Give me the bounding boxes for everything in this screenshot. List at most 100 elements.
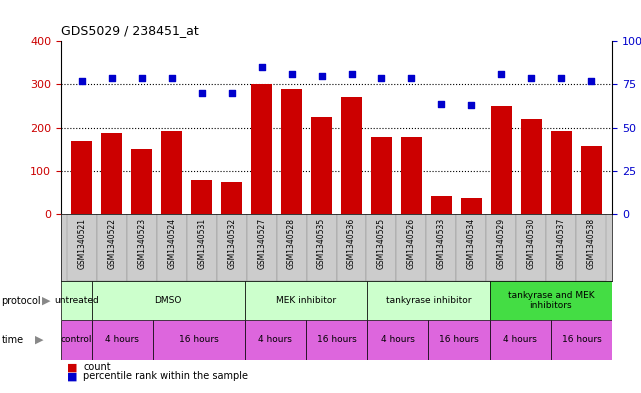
Text: GSM1340521: GSM1340521 bbox=[78, 218, 87, 268]
Text: 4 hours: 4 hours bbox=[105, 336, 139, 344]
Bar bbox=[490, 320, 551, 360]
Text: 16 hours: 16 hours bbox=[562, 336, 601, 344]
Point bbox=[376, 74, 387, 81]
Bar bbox=[367, 320, 428, 360]
Bar bbox=[153, 320, 245, 360]
Bar bbox=[367, 281, 490, 320]
Bar bbox=[191, 180, 212, 214]
Bar bbox=[581, 146, 602, 214]
Text: 4 hours: 4 hours bbox=[503, 336, 537, 344]
Text: tankyrase inhibitor: tankyrase inhibitor bbox=[386, 296, 471, 305]
Bar bbox=[520, 119, 542, 214]
Point bbox=[106, 74, 117, 81]
Point bbox=[466, 102, 476, 108]
Bar bbox=[576, 214, 606, 281]
Bar bbox=[217, 214, 247, 281]
Text: 16 hours: 16 hours bbox=[317, 336, 356, 344]
Point bbox=[317, 73, 327, 79]
Text: count: count bbox=[83, 362, 111, 372]
Bar bbox=[516, 214, 546, 281]
Bar bbox=[341, 97, 362, 214]
Point bbox=[526, 74, 537, 81]
Point bbox=[77, 78, 87, 84]
Bar bbox=[551, 131, 572, 214]
Point bbox=[406, 74, 417, 81]
Bar bbox=[401, 137, 422, 214]
Text: GSM1340528: GSM1340528 bbox=[287, 218, 296, 268]
Point bbox=[167, 74, 177, 81]
Bar bbox=[187, 214, 217, 281]
Text: ▶: ▶ bbox=[42, 296, 50, 306]
Bar bbox=[491, 106, 512, 214]
Bar bbox=[487, 214, 516, 281]
Text: GSM1340536: GSM1340536 bbox=[347, 218, 356, 269]
Text: GSM1340534: GSM1340534 bbox=[467, 218, 476, 269]
Bar bbox=[251, 84, 272, 214]
Bar bbox=[277, 214, 306, 281]
Text: GDS5029 / 238451_at: GDS5029 / 238451_at bbox=[61, 24, 199, 37]
Bar bbox=[245, 320, 306, 360]
Bar bbox=[92, 320, 153, 360]
Bar bbox=[431, 196, 452, 214]
Text: GSM1340529: GSM1340529 bbox=[497, 218, 506, 269]
Bar bbox=[311, 117, 332, 214]
Bar bbox=[306, 214, 337, 281]
Bar bbox=[71, 141, 92, 214]
Bar bbox=[490, 281, 612, 320]
Text: GSM1340533: GSM1340533 bbox=[437, 218, 446, 269]
Text: GSM1340532: GSM1340532 bbox=[227, 218, 236, 269]
Text: GSM1340530: GSM1340530 bbox=[527, 218, 536, 269]
Text: MEK inhibitor: MEK inhibitor bbox=[276, 296, 336, 305]
Bar bbox=[281, 89, 302, 214]
Point bbox=[586, 78, 596, 84]
Text: tankyrase and MEK
inhibitors: tankyrase and MEK inhibitors bbox=[508, 291, 594, 310]
Text: GSM1340531: GSM1340531 bbox=[197, 218, 206, 269]
Bar bbox=[61, 320, 92, 360]
Bar bbox=[127, 214, 157, 281]
Bar bbox=[426, 214, 456, 281]
Text: GSM1340527: GSM1340527 bbox=[257, 218, 266, 269]
Point bbox=[137, 74, 147, 81]
Text: ▶: ▶ bbox=[35, 335, 44, 345]
Text: 16 hours: 16 hours bbox=[179, 336, 219, 344]
Text: 16 hours: 16 hours bbox=[439, 336, 479, 344]
Text: time: time bbox=[1, 335, 24, 345]
Bar bbox=[162, 131, 182, 214]
Text: DMSO: DMSO bbox=[154, 296, 182, 305]
Text: 4 hours: 4 hours bbox=[381, 336, 415, 344]
Text: GSM1340535: GSM1340535 bbox=[317, 218, 326, 269]
Bar bbox=[396, 214, 426, 281]
Point bbox=[256, 64, 267, 70]
Text: GSM1340524: GSM1340524 bbox=[167, 218, 176, 269]
Bar bbox=[551, 320, 612, 360]
Bar bbox=[245, 281, 367, 320]
Bar bbox=[337, 214, 367, 281]
Text: GSM1340537: GSM1340537 bbox=[557, 218, 566, 269]
Text: GSM1340522: GSM1340522 bbox=[107, 218, 116, 268]
Bar bbox=[157, 214, 187, 281]
Bar bbox=[461, 198, 482, 214]
Bar bbox=[131, 149, 153, 214]
Bar bbox=[428, 320, 490, 360]
Bar bbox=[371, 137, 392, 214]
Text: untreated: untreated bbox=[54, 296, 99, 305]
Text: protocol: protocol bbox=[1, 296, 41, 306]
Point bbox=[197, 90, 207, 96]
Text: 4 hours: 4 hours bbox=[258, 336, 292, 344]
Text: ■: ■ bbox=[67, 371, 78, 381]
Text: GSM1340523: GSM1340523 bbox=[137, 218, 146, 269]
Text: control: control bbox=[60, 336, 92, 344]
Bar bbox=[101, 133, 122, 214]
Bar bbox=[456, 214, 487, 281]
Point bbox=[556, 74, 567, 81]
Text: GSM1340525: GSM1340525 bbox=[377, 218, 386, 269]
Point bbox=[346, 71, 356, 77]
Bar bbox=[67, 214, 97, 281]
Text: GSM1340526: GSM1340526 bbox=[407, 218, 416, 269]
Bar bbox=[367, 214, 396, 281]
Point bbox=[226, 90, 237, 96]
Text: GSM1340538: GSM1340538 bbox=[587, 218, 595, 269]
Text: ■: ■ bbox=[67, 362, 78, 372]
Bar bbox=[306, 320, 367, 360]
Point bbox=[287, 71, 297, 77]
